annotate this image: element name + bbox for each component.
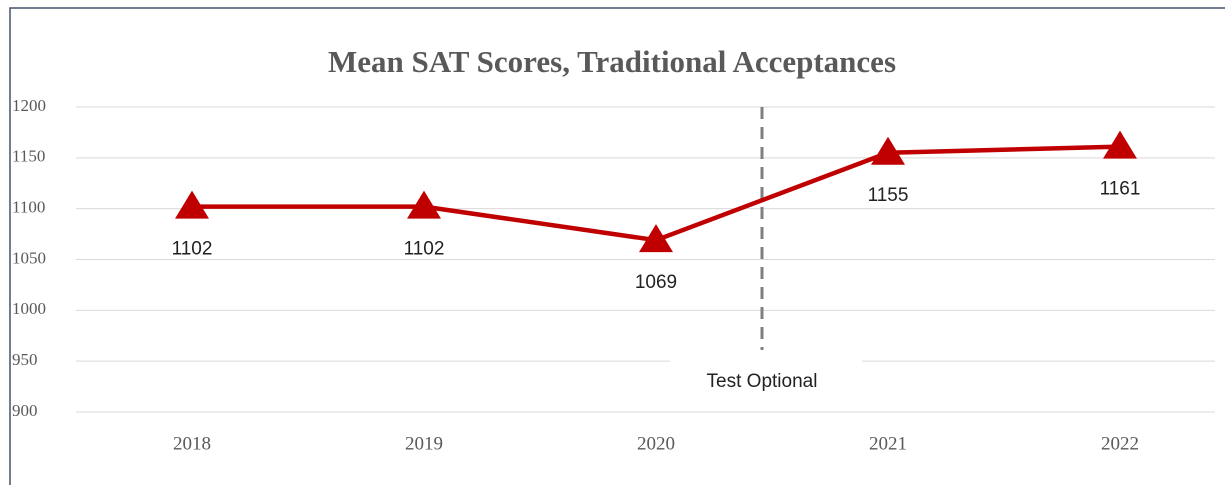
y-tick-label: 1100: [12, 198, 45, 217]
marker: [175, 190, 209, 219]
marker: [871, 136, 905, 165]
annotation: Test Optional: [707, 371, 818, 392]
x-tick-label: 2021: [869, 433, 907, 454]
marker: [1103, 130, 1137, 159]
marker: [407, 190, 441, 219]
data-label: 1102: [404, 239, 445, 260]
marker: [639, 224, 673, 253]
chart-title: Mean SAT Scores, Traditional Acceptances: [328, 44, 896, 79]
annotation-box: [670, 358, 862, 405]
y-tick-label: 1200: [12, 96, 46, 115]
y-tick-label: 900: [12, 401, 38, 420]
chart-border: [9, 7, 1225, 485]
y-tick-label: 950: [12, 350, 38, 369]
x-tick-label: 2018: [173, 433, 211, 454]
data-label: 1102: [172, 239, 213, 260]
x-tick-label: 2022: [1101, 433, 1139, 454]
data-label: 1155: [868, 185, 909, 206]
x-tick-label: 2019: [405, 433, 443, 454]
y-tick-label: 1050: [12, 248, 46, 267]
x-tick-label: 2020: [637, 433, 675, 454]
y-tick-label: 1150: [12, 147, 45, 166]
data-label: 1161: [1100, 179, 1141, 200]
data-label: 1069: [635, 272, 677, 293]
y-tick-label: 1000: [12, 299, 46, 318]
